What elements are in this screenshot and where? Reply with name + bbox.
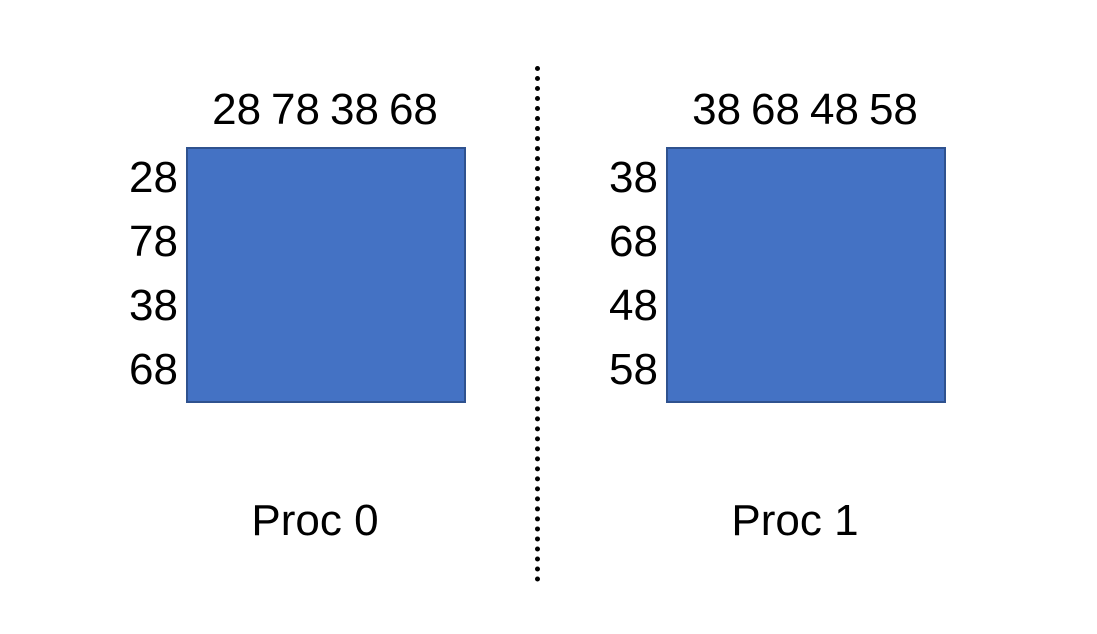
- column-label: 58: [868, 85, 918, 134]
- column-label: 68: [388, 85, 438, 134]
- row-label: 58: [609, 345, 658, 394]
- column-labels: 28 78 38 68: [186, 84, 464, 136]
- column-label: 78: [271, 85, 320, 134]
- row-label: 68: [129, 345, 178, 394]
- row-label: 48: [609, 281, 658, 330]
- row-label: 38: [609, 153, 658, 202]
- panel-proc-1: 38 68 48 58 38 68 48 58 Proc 1: [480, 0, 980, 634]
- row-labels: 38 68 48 58: [576, 146, 658, 402]
- row-labels: 28 78 38 68: [96, 146, 178, 402]
- dotted-divider: [535, 66, 540, 582]
- row-label: 78: [129, 217, 178, 266]
- column-label: 38: [692, 85, 742, 134]
- proc-label: Proc 1: [731, 496, 859, 545]
- proc-label: Proc 0: [251, 496, 379, 545]
- matrix-block: [666, 147, 946, 403]
- column-labels: 38 68 48 58: [666, 84, 944, 136]
- row-label: 68: [609, 217, 658, 266]
- row-label: 28: [129, 153, 178, 202]
- column-label: 48: [810, 85, 859, 134]
- panel-proc-0: 28 78 38 68 28 78 38 68 Proc 0: [0, 0, 500, 634]
- column-label: 28: [212, 85, 262, 134]
- matrix-block: [186, 147, 466, 403]
- column-label: 68: [751, 85, 800, 134]
- column-label: 38: [330, 85, 379, 134]
- row-label: 38: [129, 281, 178, 330]
